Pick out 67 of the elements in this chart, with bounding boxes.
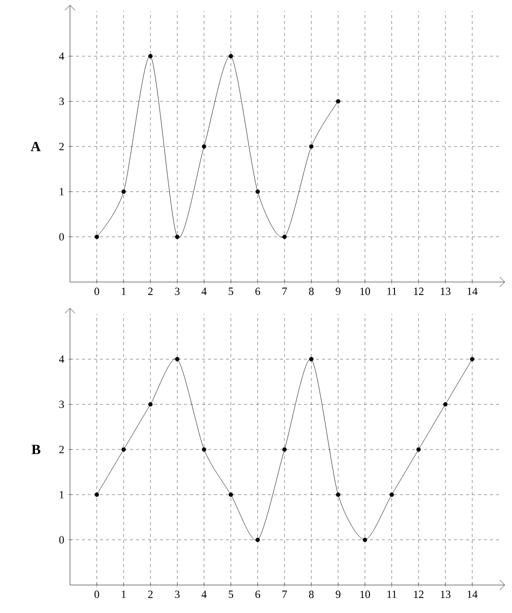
x-tick-label: 4 [202, 288, 207, 295]
x-tick-label: 8 [308, 288, 314, 296]
x-tick-label: 6 [255, 590, 260, 598]
y-tick-label: 0 [59, 233, 64, 241]
y-tick-label: 4 [59, 52, 64, 60]
point [121, 447, 126, 452]
x-tick-label: 3 [175, 590, 180, 598]
point [175, 356, 180, 362]
x-tick-label: 6 [255, 288, 260, 296]
x-tick-label: 10 [360, 288, 370, 296]
point [94, 234, 100, 240]
point [255, 189, 260, 194]
x-tick-label: 9 [336, 288, 340, 296]
x-tick-label: 12 [414, 590, 424, 598]
x-tick-label: 2 [148, 288, 153, 295]
x-tick-label: 14 [468, 288, 478, 295]
x-tick-label: 10 [360, 590, 370, 598]
point [309, 356, 314, 362]
point [228, 492, 234, 497]
point [202, 447, 206, 452]
point [148, 54, 153, 58]
x-tick-label: 0 [94, 590, 100, 598]
point [390, 492, 394, 497]
point [255, 538, 260, 542]
point [282, 447, 287, 452]
point [309, 144, 314, 149]
point [94, 492, 100, 497]
y-tick-label: 3 [59, 98, 64, 106]
x-tick-label: 11 [387, 590, 396, 598]
x-tick-label: 2 [148, 590, 153, 598]
point [336, 99, 340, 104]
x-tick-label: 5 [228, 288, 234, 295]
point [416, 447, 421, 452]
x-tick-label: 5 [228, 590, 234, 598]
y-axis-title: B [32, 444, 40, 454]
x-tick-label: 8 [308, 590, 314, 598]
x-tick-label: 12 [414, 288, 424, 295]
x-tick-label: 7 [282, 590, 287, 598]
point [362, 538, 368, 542]
y-axis-title: A [30, 142, 41, 152]
x-tick-label: 7 [282, 288, 287, 295]
point [148, 402, 153, 407]
x-tick-label: 1 [122, 288, 126, 295]
y-tick-label: 3 [59, 400, 64, 408]
x-tick-label: 14 [468, 590, 478, 598]
x-tick-label: 13 [440, 288, 450, 296]
x-tick-label: 0 [94, 288, 100, 296]
y-tick-label: 1 [60, 491, 64, 498]
x-tick-label: 4 [202, 590, 207, 598]
x-tick-label: 11 [387, 288, 396, 295]
y-tick-label: 4 [59, 356, 64, 363]
y-tick-label: 2 [59, 446, 64, 454]
x-tick-label: 1 [122, 590, 126, 598]
y-tick-label: 0 [59, 536, 64, 544]
y-tick-label: 1 [60, 188, 64, 196]
x-tick-label: 9 [336, 590, 340, 598]
y-tick-label: 2 [59, 142, 64, 150]
point [470, 356, 474, 362]
point [228, 54, 234, 58]
point [443, 402, 448, 407]
x-tick-label: 3 [175, 288, 180, 296]
point [202, 144, 206, 149]
x-tick-label: 13 [440, 590, 450, 598]
point [282, 234, 287, 240]
point [336, 492, 340, 497]
point [175, 234, 180, 240]
point [121, 189, 126, 194]
